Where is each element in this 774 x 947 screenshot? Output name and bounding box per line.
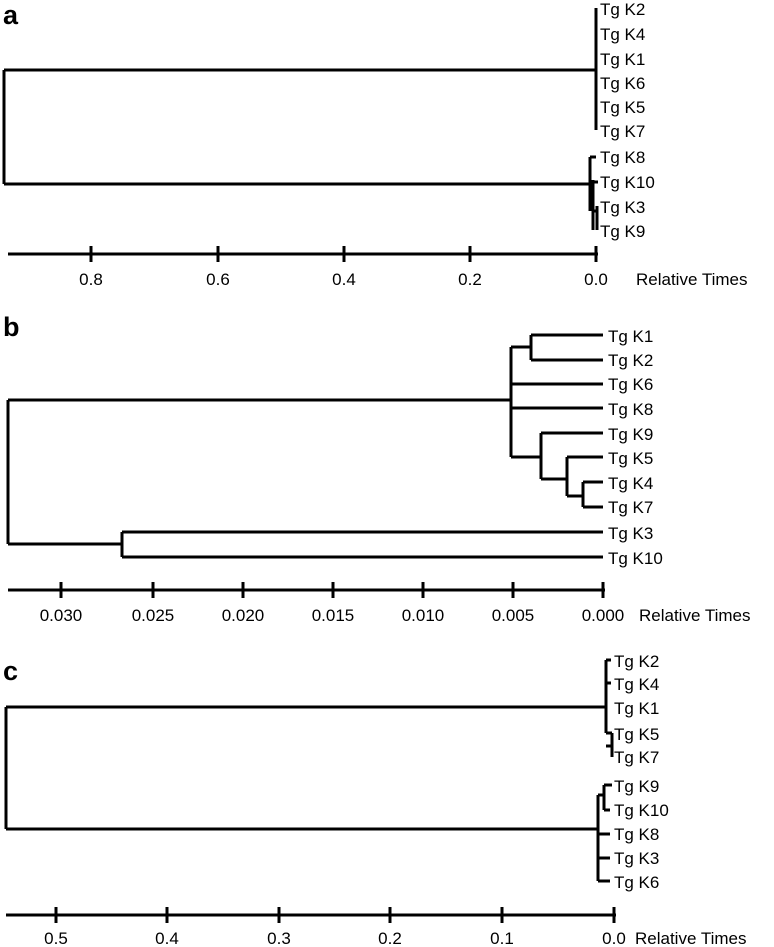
leaf-label: Tg K1 <box>600 50 645 69</box>
leaf-label: Tg K7 <box>614 748 659 767</box>
leaf-label: Tg K6 <box>600 74 645 93</box>
tick-label: 0.020 <box>222 606 265 625</box>
tick-label: 0.5 <box>44 929 68 947</box>
leaf-label: Tg K4 <box>600 25 645 44</box>
panel-b-tree <box>6 333 603 559</box>
axis-title: Relative Times <box>639 606 750 625</box>
tick-label: 0.010 <box>402 606 445 625</box>
leaf-label: Tg K10 <box>600 173 655 192</box>
leaf-label: Tg K6 <box>608 375 653 394</box>
axis-title: Relative Times <box>636 270 747 289</box>
tick-label: 0.025 <box>132 606 175 625</box>
leaf-label: Tg K1 <box>614 699 659 718</box>
tick-label: 0.2 <box>378 929 402 947</box>
leaf-label: Tg K9 <box>614 777 659 796</box>
panel-a: a Tg K2 Tg K4 Tg K1 Tg K6 Tg K5 Tg K7 Tg… <box>2 0 747 289</box>
panel-c-tree <box>4 658 614 883</box>
leaf-label: Tg K7 <box>608 498 653 517</box>
panel-c-axis <box>6 907 616 923</box>
panel-a-label: a <box>3 0 19 30</box>
tick-label: 0.0 <box>602 929 626 947</box>
tick-label: 0.3 <box>267 929 291 947</box>
tick-label: 0.2 <box>458 270 482 289</box>
leaf-label: Tg K8 <box>600 148 645 167</box>
tick-label: 0.000 <box>582 606 625 625</box>
leaf-label: Tg K9 <box>600 222 645 241</box>
leaf-label: Tg K5 <box>600 98 645 117</box>
tick-label: 0.030 <box>40 606 83 625</box>
tick-label: 0.8 <box>79 270 103 289</box>
leaf-label: Tg K2 <box>608 351 653 370</box>
tick-label: 0.4 <box>332 270 356 289</box>
panel-a-tree <box>2 8 599 230</box>
tick-label: 0.4 <box>155 929 179 947</box>
leaf-label: Tg K1 <box>608 327 653 346</box>
leaf-label: Tg K5 <box>614 725 659 744</box>
leaf-label: Tg K9 <box>608 425 653 444</box>
panel-a-leaves: Tg K2 Tg K4 Tg K1 Tg K6 Tg K5 Tg K7 Tg K… <box>600 0 655 241</box>
panel-b: b Tg K1 Tg K <box>3 312 750 625</box>
leaf-label: Tg K4 <box>608 474 653 493</box>
leaf-label: Tg K6 <box>614 873 659 892</box>
panel-c: c Tg K2 Tg K4 Tg K1 Tg K5 Tg K7 <box>3 652 746 947</box>
panel-b-leaves: Tg K1 Tg K2 Tg K6 Tg K8 Tg K9 Tg K5 Tg K… <box>608 327 663 568</box>
leaf-label: Tg K4 <box>614 675 659 694</box>
leaf-label: Tg K3 <box>614 849 659 868</box>
leaf-label: Tg K8 <box>614 825 659 844</box>
leaf-label: Tg K3 <box>608 524 653 543</box>
axis-title: Relative Times <box>635 929 746 947</box>
leaf-label: Tg K8 <box>608 400 653 419</box>
leaf-label: Tg K5 <box>608 449 653 468</box>
tick-label: 0.6 <box>206 270 230 289</box>
tick-label: 0.005 <box>492 606 535 625</box>
leaf-label: Tg K10 <box>614 801 669 820</box>
panel-c-label: c <box>3 656 18 686</box>
panel-b-axis <box>8 582 605 598</box>
panel-a-axis <box>8 246 598 262</box>
leaf-label: Tg K7 <box>600 122 645 141</box>
panel-c-leaves: Tg K2 Tg K4 Tg K1 Tg K5 Tg K7 Tg K9 Tg K… <box>614 652 669 892</box>
leaf-label: Tg K2 <box>600 0 645 19</box>
leaf-label: Tg K10 <box>608 549 663 568</box>
leaf-label: Tg K2 <box>614 652 659 671</box>
tick-label: 0.015 <box>312 606 355 625</box>
tick-label: 0.0 <box>584 270 608 289</box>
leaf-label: Tg K3 <box>600 198 645 217</box>
panel-b-label: b <box>3 312 20 342</box>
tick-label: 0.1 <box>490 929 514 947</box>
